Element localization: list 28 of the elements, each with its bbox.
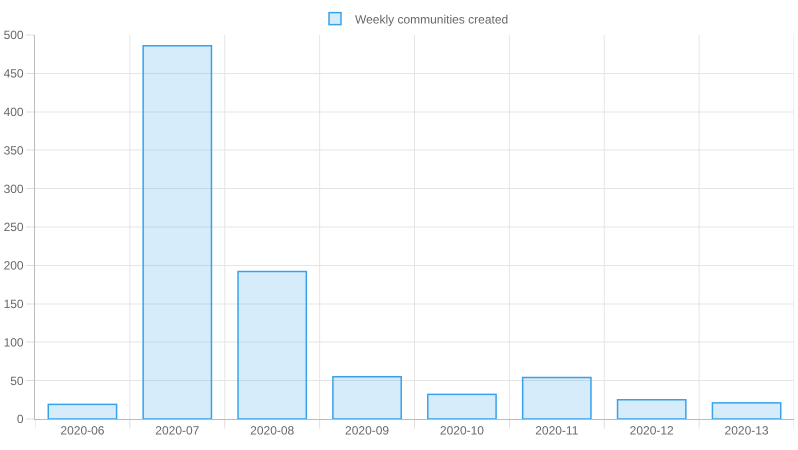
y-tick-label: 350 — [4, 143, 24, 158]
bar — [237, 270, 308, 419]
x-tick-label: 2020-07 — [155, 423, 200, 438]
y-tick-label: 0 — [16, 412, 24, 426]
x-tick-label: 2020-11 — [535, 423, 579, 438]
y-tick-label: 500 — [4, 28, 24, 42]
y-tick-label: 450 — [4, 66, 24, 81]
x-tick-label: 2020-09 — [345, 423, 390, 438]
x-tick-label: 2020-12 — [630, 423, 674, 438]
y-tick-label: 400 — [4, 105, 24, 119]
bar — [427, 394, 497, 419]
bar — [142, 45, 212, 419]
bar — [522, 376, 592, 419]
bar — [332, 376, 402, 419]
legend-label: Weekly communities created — [355, 12, 508, 26]
y-tick-label: 50 — [10, 374, 24, 388]
y-tick-label: 250 — [4, 220, 24, 234]
y-tick-label: 200 — [4, 258, 24, 273]
y-tick-label: 300 — [4, 182, 24, 196]
x-tick-label: 2020-13 — [724, 423, 769, 438]
x-tick-label: 2020-06 — [60, 423, 105, 438]
bar — [48, 404, 118, 419]
y-tick-label: 100 — [4, 335, 24, 350]
y-tick-label: 150 — [4, 297, 24, 311]
x-tick-label: 2020-10 — [440, 423, 484, 438]
bar — [616, 399, 687, 419]
bar — [712, 402, 782, 419]
x-tick-label: 2020-08 — [250, 423, 295, 438]
